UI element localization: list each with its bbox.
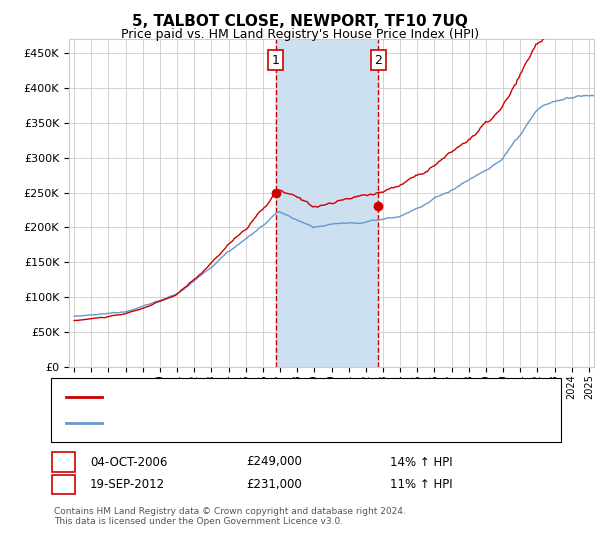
Bar	[276, 39, 378, 367]
Text: 5, TALBOT CLOSE, NEWPORT, TF10 7UQ: 5, TALBOT CLOSE, NEWPORT, TF10 7UQ	[132, 14, 468, 29]
Text: £249,000: £249,000	[246, 455, 302, 469]
Text: 1: 1	[272, 54, 280, 67]
Text: 19-SEP-2012: 19-SEP-2012	[90, 478, 165, 491]
Text: 04-OCT-2006: 04-OCT-2006	[90, 455, 167, 469]
Text: HPI: Average price, detached house, Telford and Wrekin: HPI: Average price, detached house, Telf…	[108, 418, 398, 428]
Text: 11% ↑ HPI: 11% ↑ HPI	[390, 478, 452, 491]
Text: 2: 2	[60, 478, 67, 491]
Text: £231,000: £231,000	[246, 478, 302, 491]
Text: 14% ↑ HPI: 14% ↑ HPI	[390, 455, 452, 469]
Text: Contains HM Land Registry data © Crown copyright and database right 2024.
This d: Contains HM Land Registry data © Crown c…	[54, 507, 406, 526]
Text: Price paid vs. HM Land Registry's House Price Index (HPI): Price paid vs. HM Land Registry's House …	[121, 28, 479, 41]
Text: 5, TALBOT CLOSE, NEWPORT, TF10 7UQ (detached house): 5, TALBOT CLOSE, NEWPORT, TF10 7UQ (deta…	[108, 392, 409, 402]
Text: 2: 2	[374, 54, 382, 67]
Text: 1: 1	[60, 455, 67, 469]
